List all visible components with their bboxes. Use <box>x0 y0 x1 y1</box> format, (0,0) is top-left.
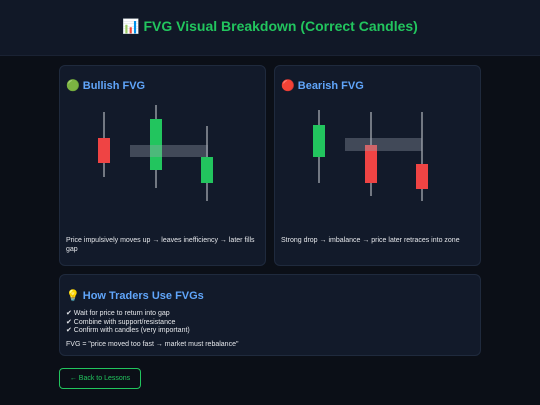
candle <box>98 138 110 163</box>
card-description: Price impulsively moves up → leaves inef… <box>66 237 255 253</box>
card-title: 🔴 Bearish FVG <box>281 80 364 92</box>
usage-item: ✔ Confirm with candles (very important) <box>66 327 190 334</box>
bearish-illustration <box>313 110 428 201</box>
usage-formula: FVG = "price moved too fast → market mus… <box>66 341 239 348</box>
candle <box>416 164 428 189</box>
bullish-card <box>59 65 266 266</box>
usage-item: ✔ Wait for price to return into gap <box>66 310 170 317</box>
candle <box>365 145 377 183</box>
card-title: 🟢 Bullish FVG <box>66 80 146 92</box>
candle <box>201 157 213 183</box>
header <box>0 0 540 56</box>
gap-zone <box>130 145 208 157</box>
card-description: Strong drop → imbalance → price later re… <box>281 237 460 244</box>
usage-item: ✔ Combine with support/resistance <box>66 319 176 326</box>
gap-zone <box>345 138 422 151</box>
page-title: 📊 FVG Visual Breakdown (Correct Candles) <box>122 18 418 34</box>
back-button[interactable]: ← Back to Lessons <box>59 368 141 389</box>
bearish-card <box>274 65 481 266</box>
candle <box>150 119 162 170</box>
bullish-illustration <box>98 105 213 201</box>
usage-title: 💡 How Traders Use FVGs <box>66 290 204 302</box>
usage-card <box>59 274 481 356</box>
candle <box>313 125 325 157</box>
